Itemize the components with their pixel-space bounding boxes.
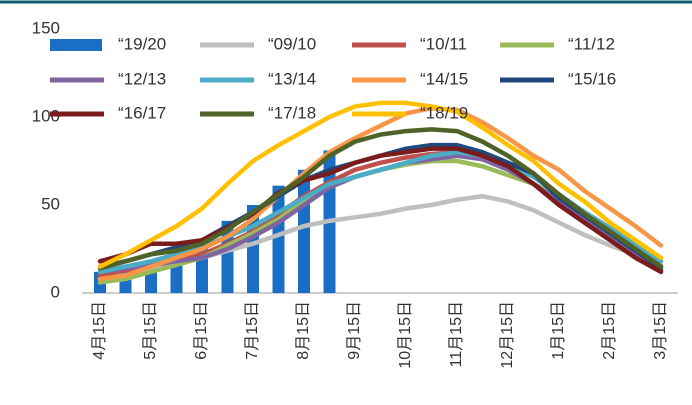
series-line bbox=[97, 100, 664, 269]
bar bbox=[298, 169, 310, 293]
x-tick-label: 10月15日 bbox=[397, 301, 414, 369]
y-tick-label: 100 bbox=[32, 106, 60, 125]
legend-label: “14/15 bbox=[420, 69, 468, 88]
x-tick-label: 5月15日 bbox=[142, 301, 159, 360]
x-tick-label: 4月15日 bbox=[91, 301, 108, 360]
legend-label: “16/17 bbox=[118, 103, 166, 122]
x-tick-label: 6月15日 bbox=[193, 301, 210, 360]
series-line bbox=[97, 146, 664, 275]
y-tick-label: 50 bbox=[41, 194, 60, 213]
legend-label: “19/20 bbox=[118, 34, 166, 53]
x-tick-label: 2月15日 bbox=[601, 301, 618, 360]
x-tick-label: 7月15日 bbox=[244, 301, 261, 360]
legend-label: “17/18 bbox=[268, 103, 316, 122]
legend-swatch bbox=[50, 39, 102, 51]
y-tick-label: 0 bbox=[51, 282, 60, 301]
legend-label: “13/14 bbox=[268, 69, 316, 88]
x-tick-label: 1月15日 bbox=[550, 301, 567, 360]
legend-label: “09/10 bbox=[268, 34, 316, 53]
x-tick-label: 12月15日 bbox=[499, 301, 516, 369]
legend-label: “15/16 bbox=[568, 69, 616, 88]
series-line bbox=[97, 105, 664, 282]
x-tick-label: 8月15日 bbox=[295, 301, 312, 360]
legend-label: “18/19 bbox=[420, 103, 468, 122]
x-tick-label: 11月15日 bbox=[448, 301, 465, 367]
x-tick-label: 9月15日 bbox=[346, 301, 363, 360]
legend-label: “10/11 bbox=[420, 34, 467, 53]
series-line bbox=[97, 127, 664, 271]
legend-label: “11/12 bbox=[568, 34, 615, 53]
x-tick-label: 3月15日 bbox=[652, 301, 669, 360]
legend-label: “12/13 bbox=[118, 69, 166, 88]
y-tick-label: 150 bbox=[32, 18, 60, 37]
